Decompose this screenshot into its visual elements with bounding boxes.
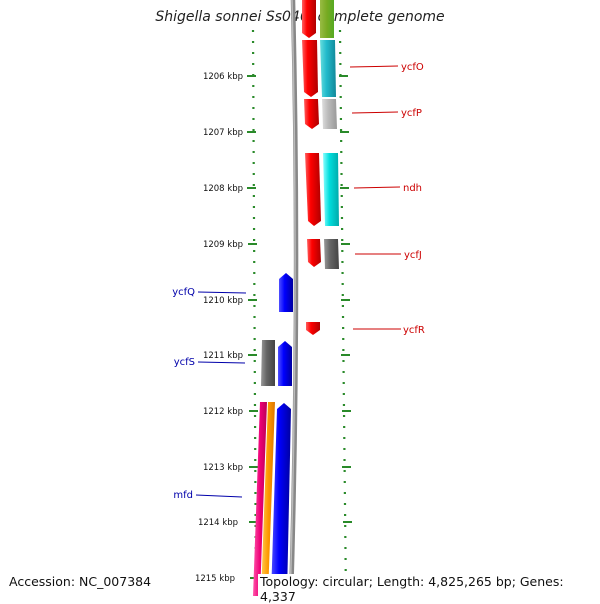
gene-label-ycfR: ycfR [403, 325, 425, 336]
forward-strand-genes [302, 0, 321, 335]
reverse-strand-genes [271, 273, 293, 596]
gene-arrow-ndh [305, 153, 321, 226]
scale-label-1207: 1207 kbp [203, 128, 243, 138]
right-gene-labels: ycfO ycfP ndh ycfJ ycfR [401, 62, 425, 336]
gene-arrow-ycfO [302, 40, 318, 97]
gene-label-ycfQ: ycfQ [172, 287, 195, 298]
scale-label-1213: 1213 kbp [203, 463, 243, 473]
scale-label-1215: 1215 kbp [195, 574, 235, 584]
forward-cog-blocks [320, 0, 339, 269]
left-tick-track [251, 29, 258, 600]
accession-label: Accession: NC_007384 [9, 574, 152, 589]
gene-label-ycfO: ycfO [401, 62, 424, 73]
gene-label-ycfP: ycfP [401, 108, 422, 119]
left-gene-labels: ycfQ ycfS mfd [172, 287, 195, 501]
gene-arrow-ycfP [304, 99, 319, 129]
gene-arrow-mfd [271, 403, 291, 596]
gene-arrow-ycfS [278, 341, 292, 386]
genome-backbone [288, 0, 299, 600]
gene-arrow-ycfR [306, 322, 320, 335]
scale-label-1206: 1206 kbp [203, 72, 243, 82]
topology-label: Topology: circular; Length: 4,825,265 bp… [258, 574, 600, 604]
gene-arrow-ycfQ [279, 273, 293, 312]
left-leader-lines [195, 291, 247, 498]
right-leader-lines [349, 65, 401, 330]
gene-label-ndh: ndh [403, 183, 422, 194]
scale-label-1209: 1209 kbp [203, 240, 243, 250]
gene-arrow-ycfJ [307, 239, 321, 267]
scale-label-1212: 1212 kbp [203, 407, 243, 417]
right-tick-track [338, 29, 348, 600]
map-title: Shigella sonnei Ss046, complete genome [155, 9, 445, 25]
gene-label-ycfS: ycfS [174, 357, 195, 368]
scale-label-1208: 1208 kbp [203, 184, 243, 194]
gene-label-mfd: mfd [173, 490, 193, 501]
gene-arrow-top [302, 0, 316, 38]
scale-label-1210: 1210 kbp [203, 296, 243, 306]
scale-label-1214: 1214 kbp [198, 518, 238, 528]
scale-labels: 1206 kbp 1207 kbp 1208 kbp 1209 kbp 1210… [195, 72, 243, 584]
scale-label-1211: 1211 kbp [203, 351, 243, 361]
gene-label-ycfJ: ycfJ [404, 250, 422, 261]
